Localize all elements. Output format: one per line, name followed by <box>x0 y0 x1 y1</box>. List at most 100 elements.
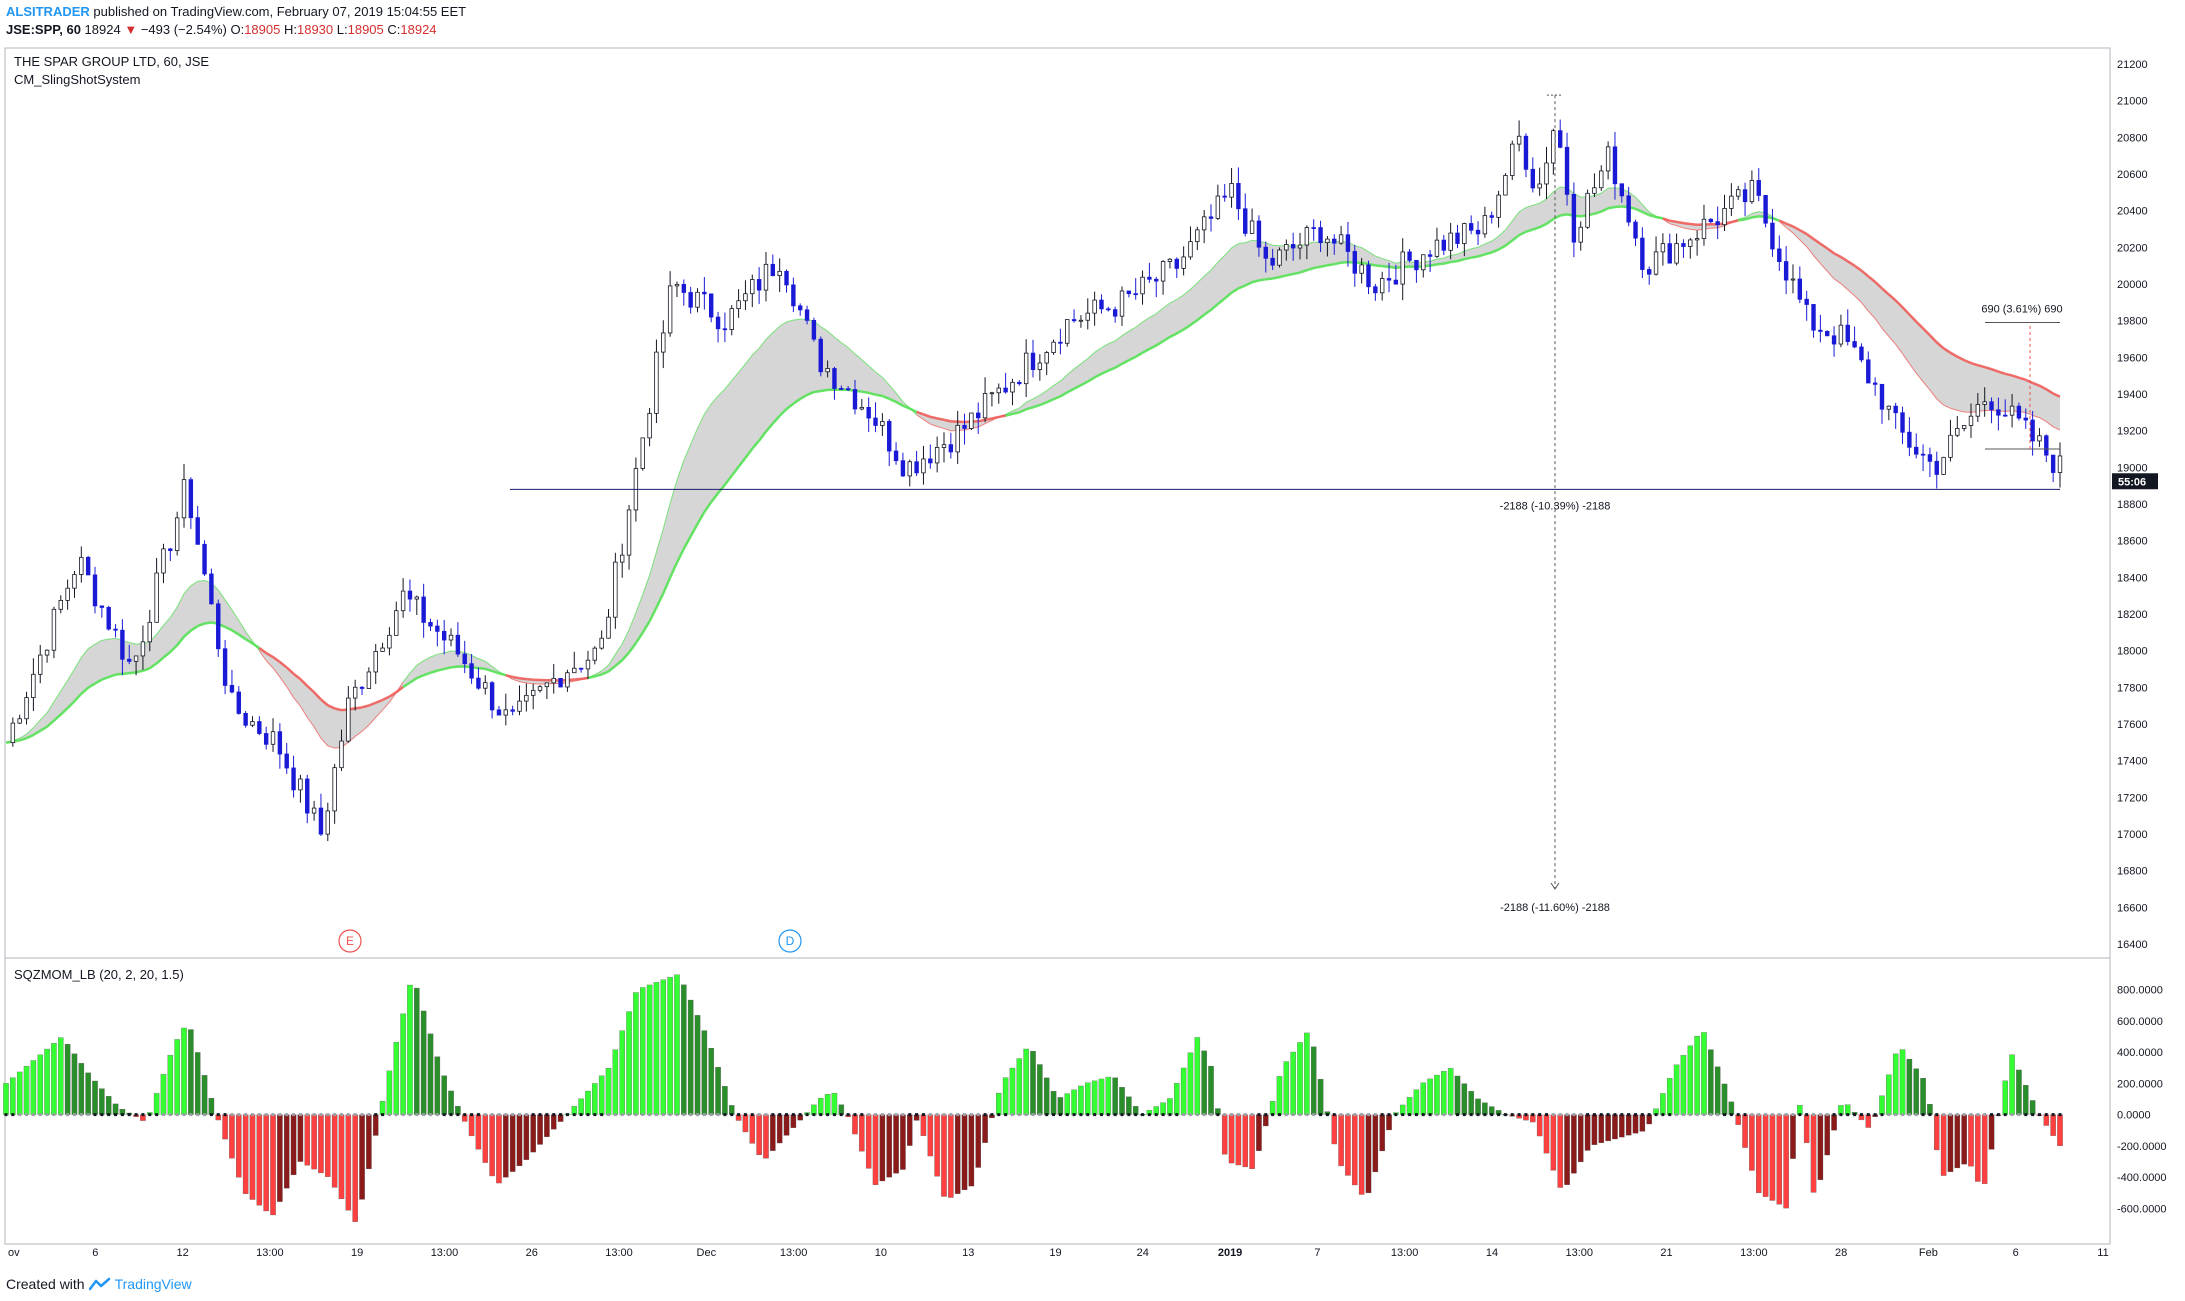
momentum-histogram <box>3 974 2063 1222</box>
momentum-bar <box>1126 1096 1132 1115</box>
time-axis[interactable]: ov 6 12 13:00 19 13:00 26 13:00 Dec 13:00 10 13 19 24… <box>8 1247 2109 1259</box>
squeeze-dot <box>1770 1113 1774 1117</box>
candle-body <box>866 407 871 419</box>
fast-ema-segment <box>1210 261 1219 271</box>
candle-body <box>284 753 289 769</box>
momentum-bar <box>290 1114 297 1176</box>
tradingview-brand[interactable]: TradingView <box>114 1276 192 1292</box>
slow-ema-segment <box>1368 262 1376 267</box>
slow-ema-segment <box>1525 228 1534 233</box>
momentum-bar <box>1160 1102 1166 1115</box>
candle-body <box>24 697 29 720</box>
squeeze-dot <box>572 1113 576 1117</box>
slow-ema-segment <box>1669 219 1677 224</box>
squeeze-dot <box>1476 1113 1480 1117</box>
fast-ema-segment <box>608 654 616 666</box>
slow-ema-segment <box>1929 334 1938 344</box>
momentum-bar <box>907 1114 913 1146</box>
slow-ema-segment <box>2004 372 2013 377</box>
momentum-bar <box>1310 1046 1317 1115</box>
price-axis[interactable]: 16400 16600 16800 17000 17200 17400 17600 17800… <box>2112 59 2158 951</box>
symbol-name[interactable]: JSE:SPP, 60 <box>6 22 81 37</box>
slow-ema-segment <box>279 661 288 669</box>
author-name[interactable]: ALSITRADER <box>6 4 90 19</box>
momentum-bar <box>1632 1114 1639 1134</box>
slow-ema-segment <box>361 704 370 709</box>
momentum-bar <box>1680 1055 1687 1115</box>
fast-ema-segment <box>1080 358 1089 365</box>
momentum-bar <box>1180 1067 1187 1115</box>
fast-ema-segment <box>389 692 397 703</box>
squeeze-dot <box>1250 1113 1254 1117</box>
squeeze-dot <box>107 1113 111 1117</box>
slow-ema-segment <box>183 629 192 638</box>
momentum-bar <box>1605 1114 1611 1142</box>
momentum-bar <box>824 1094 831 1115</box>
fast-ema-segment <box>820 326 828 332</box>
squeeze-dot <box>969 1113 973 1117</box>
fast-ema-segment <box>930 423 938 427</box>
candle-body <box>1667 243 1672 264</box>
squeeze-dot <box>1058 1113 1062 1117</box>
momentum-bar <box>1235 1114 1242 1166</box>
squeeze-dot <box>127 1113 131 1117</box>
momentum-bar <box>722 1086 728 1115</box>
slow-ema-segment <box>66 700 76 709</box>
tradingview-logo-icon <box>88 1277 110 1291</box>
momentum-bar <box>1824 1114 1830 1156</box>
squeeze-dot <box>141 1113 145 1117</box>
slow-ema-segment <box>53 713 62 722</box>
momentum-bar <box>1461 1083 1468 1115</box>
squeeze-dot <box>1120 1113 1124 1117</box>
momentum-bar <box>1886 1074 1892 1115</box>
fast-ema-segment <box>74 657 82 670</box>
momentum-bar <box>1906 1058 1913 1115</box>
slow-ema-segment <box>2045 388 2054 395</box>
candle-body <box>681 283 687 293</box>
candle-body <box>2023 417 2028 421</box>
squeeze-dot <box>428 1113 432 1117</box>
candle-body <box>1551 130 1556 164</box>
momentum-axis[interactable]: 800.0000 600.0000 400.0000 200.0000 0.0000 -2… <box>2117 985 2167 1216</box>
slow-ema-segment <box>1963 358 1972 365</box>
fast-ema-segment <box>580 677 589 681</box>
momentum-bar <box>2029 1100 2036 1115</box>
squeeze-dot <box>1325 1113 1329 1117</box>
candle-body <box>1804 298 1809 305</box>
slow-ema-segment <box>936 417 945 421</box>
fast-ema-segment <box>238 620 247 632</box>
candle-body <box>1263 246 1268 259</box>
squeeze-dot <box>976 1113 980 1117</box>
slow-ema-segment <box>155 656 165 665</box>
slow-ema-segment <box>1436 262 1444 266</box>
slow-ema-segment <box>1600 207 1609 213</box>
momentum-bar <box>1434 1074 1440 1115</box>
fast-ema-segment <box>279 676 288 687</box>
slow-ema-segment <box>32 729 41 737</box>
squeeze-dot <box>1257 1113 1261 1117</box>
candle-body <box>1975 404 1981 417</box>
chart-canvas[interactable]: THE SPAR GROUP LTD, 60, JSE CM_SlingShot… <box>0 44 2185 1274</box>
slow-ema-segment <box>1874 280 1883 290</box>
price-tick-label: 17000 <box>2117 829 2148 841</box>
candle-body <box>1400 251 1405 285</box>
squeeze-dot <box>1620 1113 1624 1117</box>
squeeze-dot <box>1545 1113 1548 1117</box>
momentum-bar <box>1543 1114 1550 1154</box>
event-marker-e[interactable] <box>338 929 362 953</box>
fast-ema-segment <box>1046 385 1054 392</box>
momentum-tick-label: 0.0000 <box>2117 1110 2151 1122</box>
momentum-bar <box>1708 1049 1714 1115</box>
event-marker-d[interactable] <box>778 929 802 953</box>
squeeze-dot <box>1421 1113 1425 1117</box>
fast-ema-segment <box>368 717 377 726</box>
fast-ema-segment <box>1477 243 1486 248</box>
candle-body <box>133 655 139 662</box>
slow-ema-segment <box>402 681 411 689</box>
slow-ema-segment <box>39 725 48 732</box>
momentum-bar <box>400 1013 406 1115</box>
candle-body <box>1174 258 1179 269</box>
momentum-tick-label: 400.0000 <box>2117 1047 2163 1059</box>
fast-ema-segment <box>375 709 383 718</box>
slow-ema-segment <box>2011 374 2020 379</box>
